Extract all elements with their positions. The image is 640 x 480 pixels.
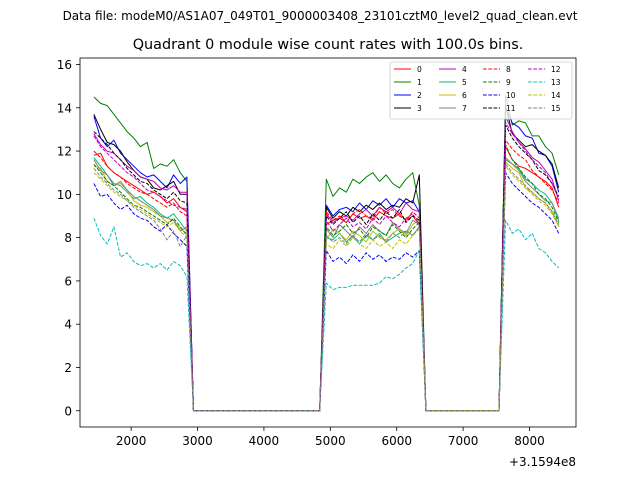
plot-frame [79, 57, 577, 428]
legend-label-8: 8 [506, 65, 511, 74]
legend-label-3: 3 [417, 104, 422, 113]
legend-label-15: 15 [551, 104, 561, 113]
legend-label-6: 6 [462, 91, 467, 100]
x-tick-label: 7000 [448, 434, 479, 448]
series-line-12 [93, 122, 560, 412]
chart-suptitle: Data file: modeM0/AS1A07_049T01_90000034… [63, 9, 578, 23]
legend-label-12: 12 [551, 65, 561, 74]
x-axis-offset-label: +3.1594e8 [509, 455, 576, 469]
x-tick-label: 8000 [514, 434, 545, 448]
y-tick-label: 6 [64, 274, 72, 288]
y-tick-label: 4 [64, 318, 72, 332]
y-axis: 0 2 4 6 8 10 12 14 16 [57, 58, 80, 418]
legend-label-14: 14 [551, 91, 561, 100]
x-tick-label: 6000 [381, 434, 412, 448]
y-tick-label: 12 [57, 145, 72, 159]
y-tick-label: 16 [57, 58, 72, 72]
plot-area [79, 57, 577, 428]
chart-title: Quadrant 0 module wise count rates with … [133, 37, 524, 53]
x-tick-label: 4000 [249, 434, 280, 448]
legend-label-9: 9 [506, 78, 511, 87]
plot-background [80, 58, 576, 427]
x-axis: 2000 3000 4000 5000 6000 7000 8000 [116, 427, 545, 448]
legend-label-11: 11 [506, 104, 516, 113]
series-line-15 [93, 163, 560, 412]
y-tick-label: 8 [64, 231, 72, 245]
y-tick-label: 2 [64, 361, 72, 375]
legend-label-7: 7 [462, 104, 467, 113]
series-lines [93, 94, 560, 412]
legend-label-5: 5 [462, 78, 467, 87]
legend-label-13: 13 [551, 78, 561, 87]
legend-label-4: 4 [462, 65, 467, 74]
y-tick-label: 0 [64, 404, 72, 418]
x-tick-label: 5000 [315, 434, 346, 448]
x-tick-label: 2000 [116, 434, 147, 448]
legend-label-1: 1 [417, 78, 422, 87]
series-line-10 [93, 172, 560, 412]
legend-label-0: 0 [417, 65, 422, 74]
legend-frame [389, 61, 573, 120]
legend-label-2: 2 [417, 91, 422, 100]
y-tick-label: 10 [57, 188, 72, 202]
y-tick-label: 14 [57, 101, 72, 115]
legend-label-10: 10 [506, 91, 516, 100]
x-tick-label: 3000 [182, 434, 213, 448]
